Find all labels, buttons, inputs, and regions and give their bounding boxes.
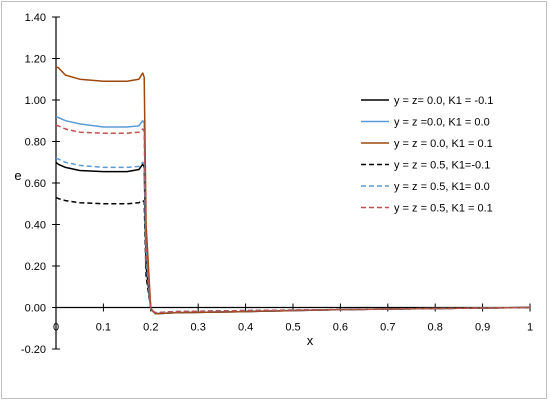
legend: y = z= 0.0, K1 = -0.1 y = z =0.0, K1 = 0.… (361, 95, 493, 215)
legend-label-4: y = z = 0.5, K1=-0.1 (394, 160, 490, 172)
x-tick-label: 0 (53, 322, 59, 334)
y-tick-label: 0.60 (25, 178, 46, 190)
x-tick-label: 0.9 (475, 322, 490, 334)
legend-label-6: y = z = 0.5, K1 = 0.1 (394, 203, 493, 215)
y-tick-label: -0.20 (21, 344, 46, 356)
series-line-6 (55, 124, 531, 314)
series-line-3 (55, 66, 531, 315)
x-tick-label: 0.8 (428, 322, 443, 334)
x-tick-label: 0.5 (285, 322, 300, 334)
y-tick-label: 1.40 (25, 12, 46, 24)
x-tick-label: 0.6 (333, 322, 348, 334)
y-tick-label: 1.00 (25, 95, 46, 107)
legend-label-1: y = z= 0.0, K1 = -0.1 (394, 95, 493, 107)
y-tick-label: 0.40 (25, 220, 46, 232)
y-tick-label: 1.20 (25, 54, 46, 66)
legend-label-5: y = z = 0.5, K1= 0.0 (394, 181, 490, 193)
y-tick-label: 0.20 (25, 261, 46, 273)
x-tick-label: 0.7 (380, 322, 395, 334)
y-axis-label: e (14, 168, 21, 183)
axes: -0.20 0.00 0.20 0.40 0.60 0.80 1.00 1.20 1.40 0 0.… (21, 12, 533, 356)
x-axis-label: x (307, 333, 314, 348)
series-line-4 (55, 196, 531, 314)
y-tick-label: 0.00 (25, 303, 46, 315)
x-tick-label: 0.2 (143, 322, 158, 334)
x-tick-label: 0.4 (238, 322, 253, 334)
legend-label-2: y = z =0.0, K1 = 0.0 (394, 117, 490, 129)
legend-label-3: y = z = 0.0, K1 = 0.1 (394, 138, 493, 150)
series-layer (55, 66, 531, 315)
x-tick-label: 0.3 (191, 322, 206, 334)
y-tick-label: 0.80 (25, 137, 46, 149)
x-tick-label: 1 (527, 322, 533, 334)
x-tick-label: 0.1 (96, 322, 111, 334)
